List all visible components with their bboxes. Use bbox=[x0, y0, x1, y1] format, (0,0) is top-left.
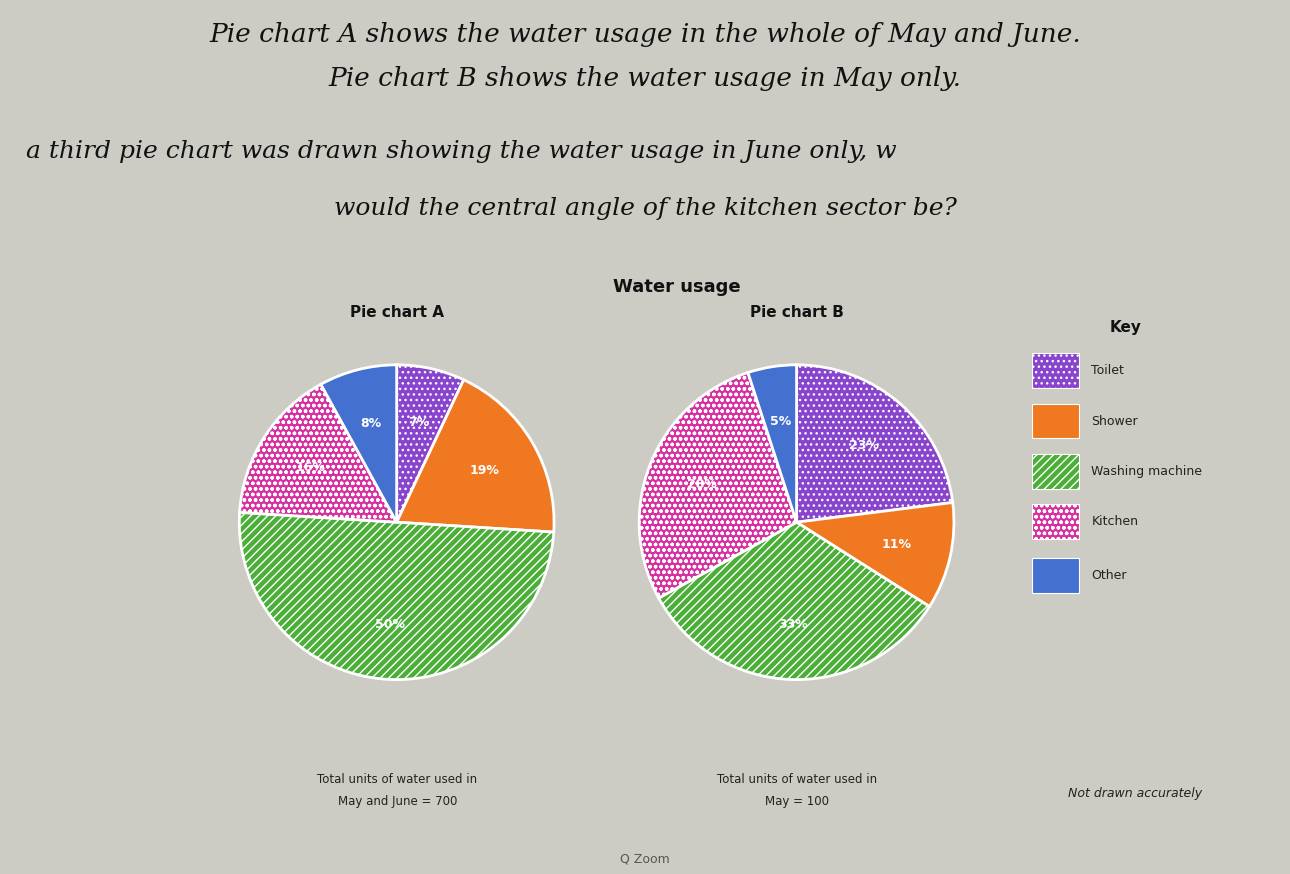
Text: Shower: Shower bbox=[1091, 414, 1138, 427]
Bar bbox=[1032, 504, 1078, 539]
Bar bbox=[1032, 558, 1078, 593]
Text: 50%: 50% bbox=[375, 618, 405, 631]
Text: Kitchen: Kitchen bbox=[1091, 516, 1139, 528]
Wedge shape bbox=[659, 523, 930, 680]
Text: 11%: 11% bbox=[881, 538, 912, 551]
Text: Pie chart A shows the water usage in the whole of May and June.: Pie chart A shows the water usage in the… bbox=[209, 22, 1081, 47]
Text: a third pie chart was drawn showing the water usage in June only, w: a third pie chart was drawn showing the … bbox=[26, 140, 897, 163]
Wedge shape bbox=[748, 364, 797, 523]
Text: 19%: 19% bbox=[470, 463, 499, 476]
Bar bbox=[1032, 404, 1078, 439]
Text: Total units of water used in: Total units of water used in bbox=[317, 773, 477, 787]
Wedge shape bbox=[797, 503, 953, 607]
Wedge shape bbox=[240, 385, 396, 523]
Text: 7%: 7% bbox=[409, 416, 430, 429]
Text: 8%: 8% bbox=[361, 417, 382, 430]
Text: Not drawn accurately: Not drawn accurately bbox=[1068, 787, 1202, 800]
Wedge shape bbox=[796, 364, 953, 523]
Text: 28%: 28% bbox=[686, 478, 716, 491]
Text: May = 100: May = 100 bbox=[765, 795, 829, 808]
Text: would the central angle of the kitchen sector be?: would the central angle of the kitchen s… bbox=[334, 197, 956, 219]
Wedge shape bbox=[640, 372, 797, 598]
Title: Pie chart A: Pie chart A bbox=[350, 305, 444, 320]
Text: Total units of water used in: Total units of water used in bbox=[717, 773, 877, 787]
Text: Water usage: Water usage bbox=[613, 278, 740, 296]
Title: Pie chart B: Pie chart B bbox=[749, 305, 844, 320]
Wedge shape bbox=[396, 380, 553, 532]
Text: Pie chart B shows the water usage in May only.: Pie chart B shows the water usage in May… bbox=[329, 66, 961, 91]
Wedge shape bbox=[396, 364, 463, 523]
Text: 33%: 33% bbox=[778, 618, 809, 631]
Bar bbox=[1032, 454, 1078, 489]
Text: Washing machine: Washing machine bbox=[1091, 465, 1202, 478]
Text: 23%: 23% bbox=[849, 439, 880, 452]
Bar bbox=[1032, 353, 1078, 388]
Text: May and June = 700: May and June = 700 bbox=[338, 795, 457, 808]
Text: Toilet: Toilet bbox=[1091, 364, 1125, 378]
Wedge shape bbox=[321, 364, 396, 523]
Text: 5%: 5% bbox=[770, 414, 791, 427]
Text: Other: Other bbox=[1091, 569, 1127, 582]
Text: Key: Key bbox=[1109, 321, 1142, 336]
Text: 16%: 16% bbox=[295, 461, 325, 474]
Wedge shape bbox=[240, 512, 553, 680]
Text: Q Zoom: Q Zoom bbox=[620, 852, 670, 865]
